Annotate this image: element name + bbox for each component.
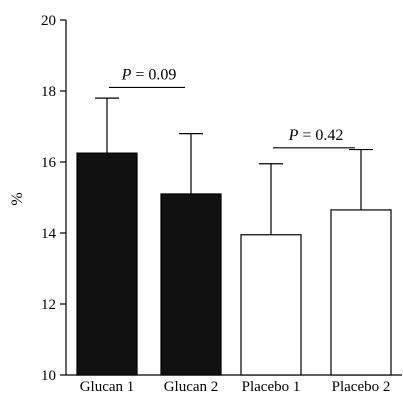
bar-placebo-1 [240,234,302,376]
annotations: P = 0.09 P = 0.42 [109,66,355,149]
bar-glucan-1 [76,152,138,376]
x-tick-label: Placebo 1 [242,379,301,395]
p-value-label: P = 0.09 [121,66,177,83]
y-tick-label: 20 [41,13,56,29]
y-tick-label: 14 [41,226,57,242]
y-tick-label: 12 [41,297,56,313]
y-tick-label: 16 [41,155,57,171]
p-value-label: P = 0.42 [288,127,344,144]
y-axis-label: % [9,192,26,205]
bar-glucan-2 [160,193,222,376]
x-tick-label: Glucan 1 [80,379,135,395]
y-tick-label: 10 [41,368,56,384]
x-tick-label: Glucan 2 [164,379,219,395]
error-bars [95,97,373,235]
x-tick-label: Placebo 2 [332,379,391,395]
axes: 10 12 14 16 18 20 Glucan 1 Glucan 2 Placebo 1 Pla… [41,13,402,395]
bars [76,152,392,376]
bar-placebo-2 [330,209,392,376]
y-tick-label: 18 [41,84,56,100]
